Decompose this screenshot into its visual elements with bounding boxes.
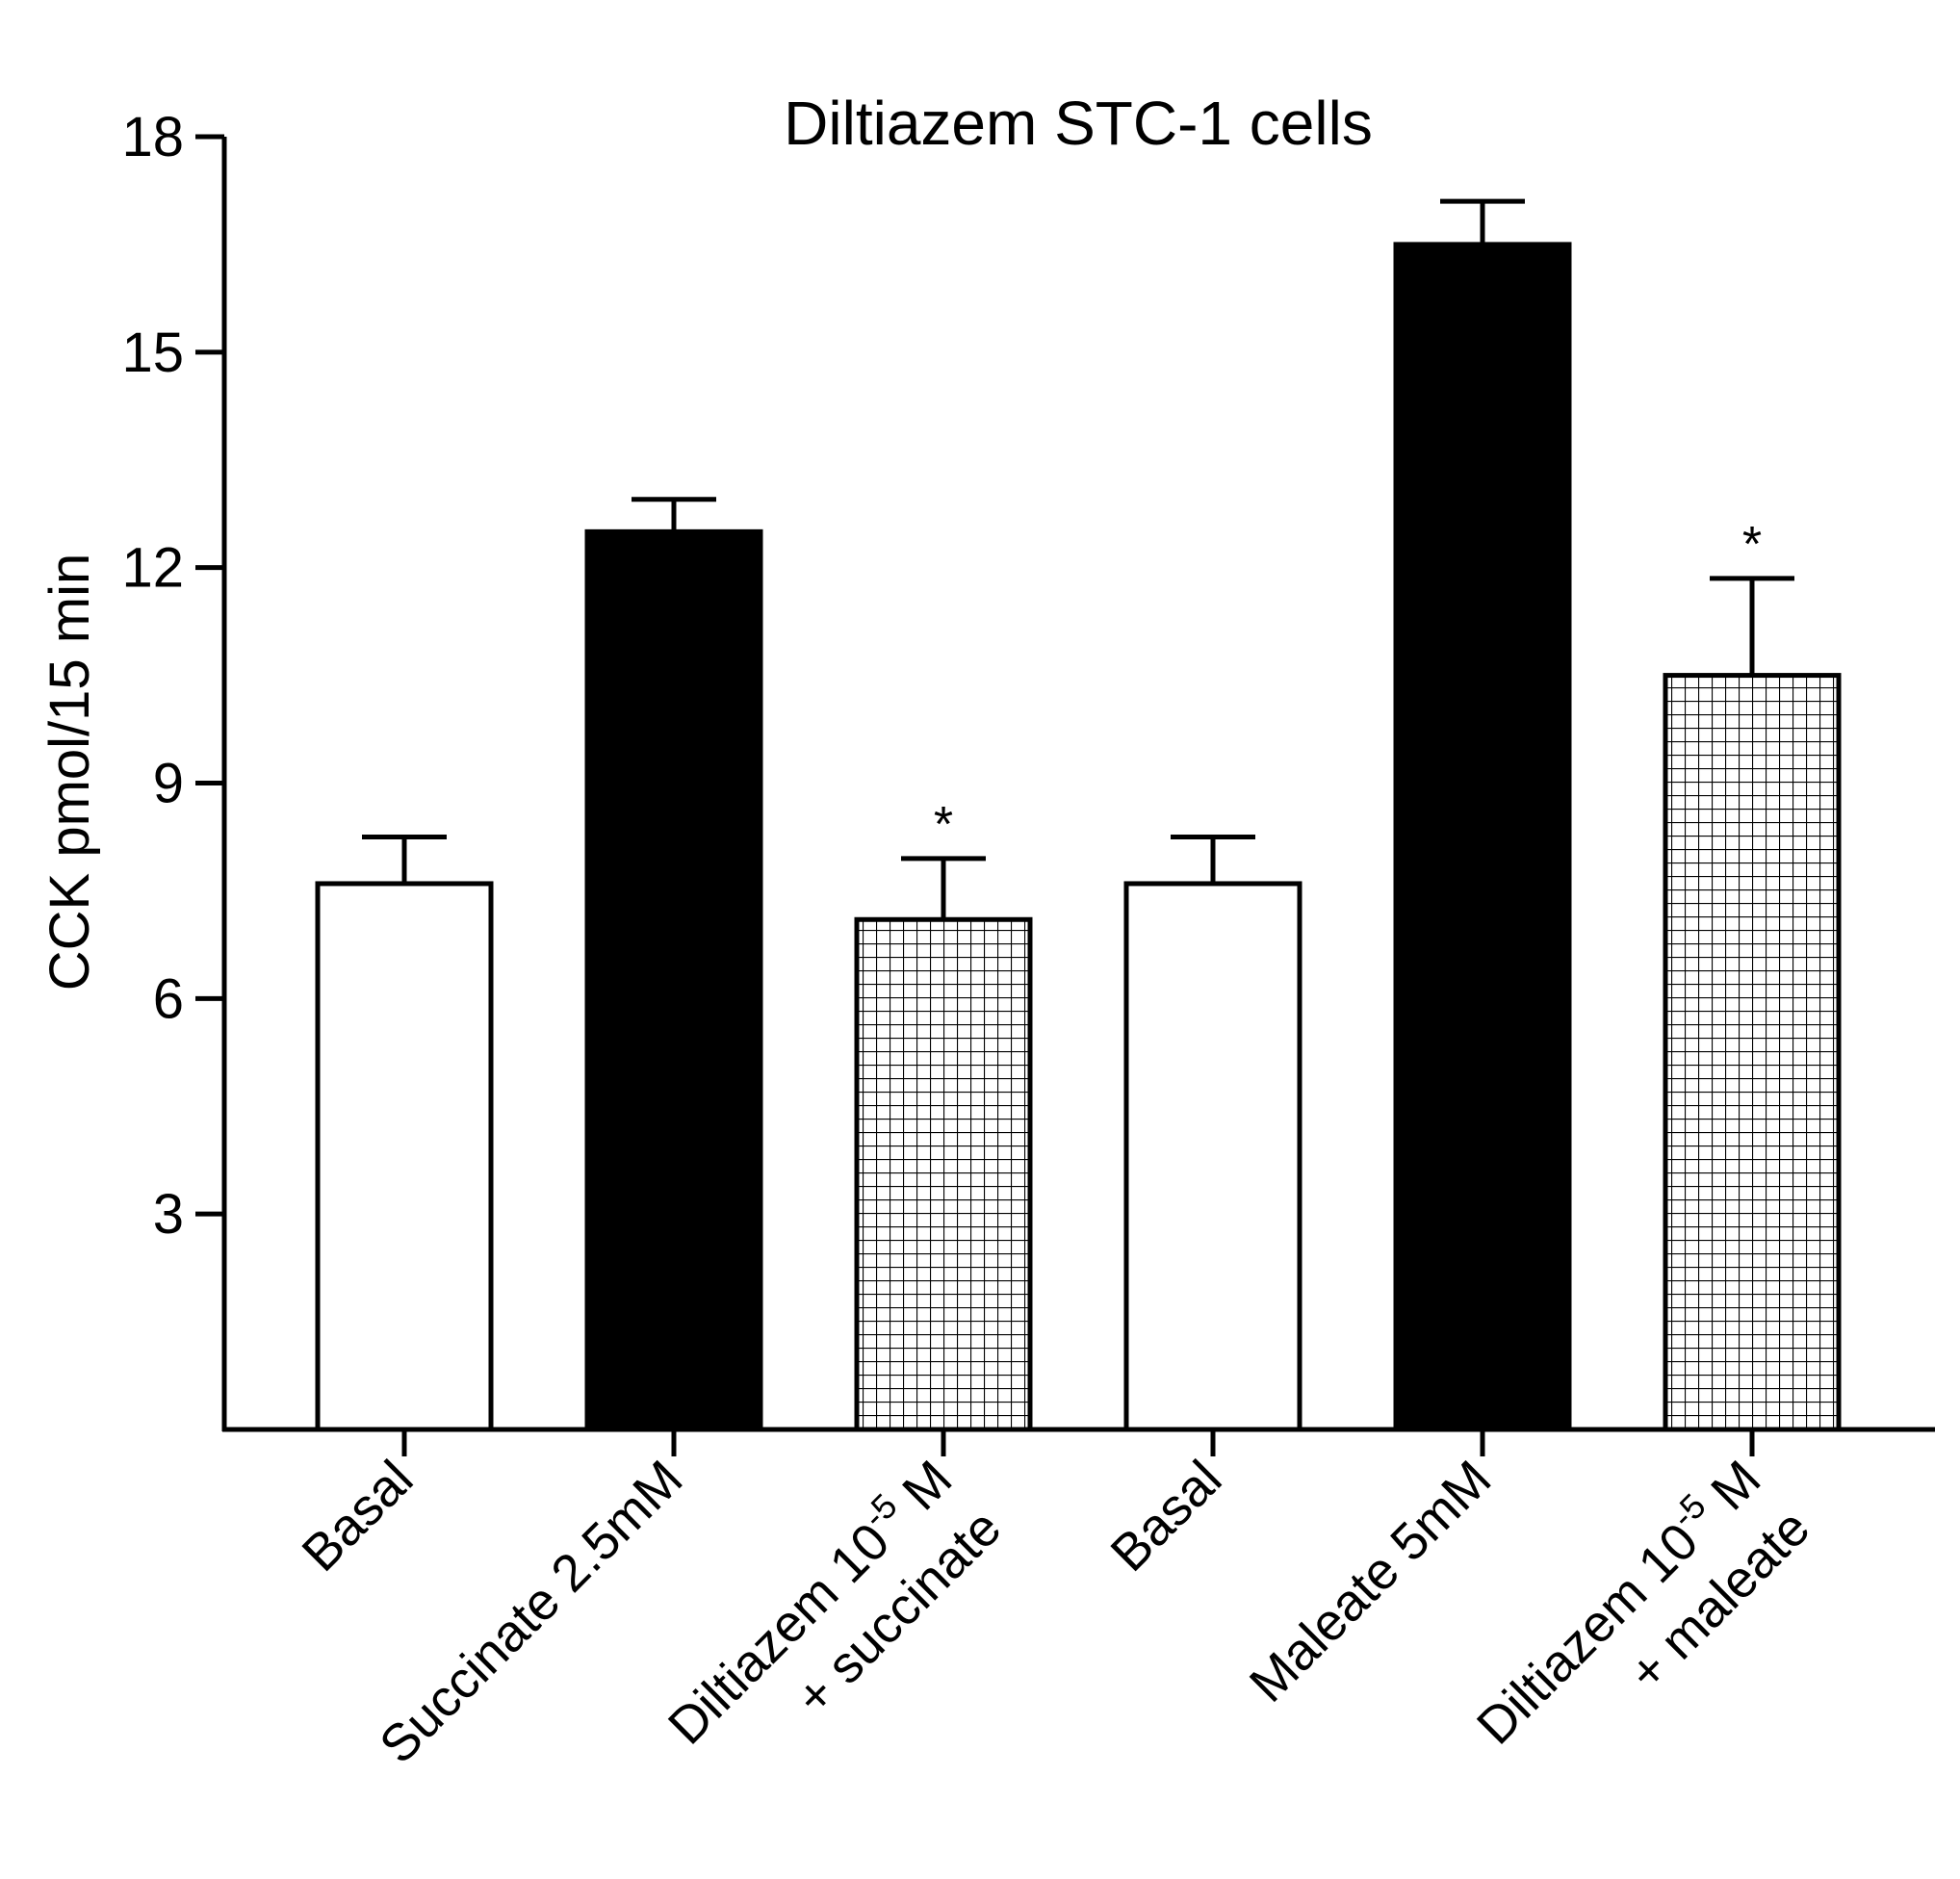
y-axis-label: CCK pmol/15 min [39,553,101,991]
y-tick-label-6: 6 [153,967,184,1030]
bar-3 [854,916,1033,1432]
y-tick-label-9: 9 [153,753,184,815]
x-tick-label-text-4: Basal [1100,1450,1233,1583]
axes-group [195,134,1935,1456]
bars-group [315,198,1842,1432]
y-tick-label-3: 3 [153,1183,184,1246]
x-tick-label-line1-1: Basal [292,1450,425,1583]
y-tick-label-18: 18 [121,106,184,168]
x-tick-label-line1-4: Basal [1100,1450,1233,1583]
significance-mark-3: * [934,797,953,853]
x-tick-label-line1-2: Succinate 2.5mM [369,1450,693,1774]
x-tick-label-1: Basal [292,1450,425,1583]
x-tick-label-5: Maleate 5mM [1239,1450,1503,1713]
x-tick-label-3: Diltiazem 10-5 M+ succinate [658,1450,1012,1756]
x-tick-label-2: Succinate 2.5mM [369,1450,693,1774]
x-tick-label-line1-5: Maleate 5mM [1239,1450,1503,1713]
x-tick-label-text-1: Basal [292,1450,425,1583]
significance-mark-6: * [1742,517,1762,573]
bar-1 [315,881,494,1432]
chart-title: Diltiazem STC-1 cells [784,89,1373,158]
x-tick-label-text-5: Maleate 5mM [1239,1450,1503,1713]
y-tick-label-15: 15 [121,322,184,384]
bar-4 [1123,881,1302,1432]
bar-6 [1663,673,1842,1432]
bar-5 [1393,242,1572,1432]
x-tick-label-4: Basal [1100,1450,1233,1583]
y-tick-label-12: 12 [121,537,184,600]
x-tick-label-6: Diltiazem 10-5 M+ maleate [1466,1450,1820,1756]
x-tick-label-text-2: Succinate 2.5mM [369,1450,693,1774]
bar-2 [584,528,763,1432]
